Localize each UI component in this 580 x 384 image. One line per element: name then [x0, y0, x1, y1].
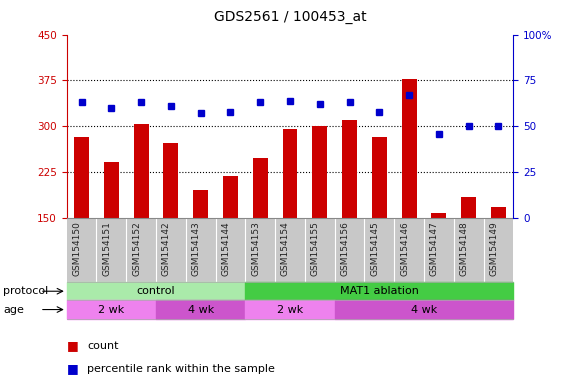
Bar: [74, 137, 89, 218]
Bar: [372, 137, 387, 218]
Text: 4 wk: 4 wk: [411, 305, 437, 314]
Text: ■: ■: [67, 339, 78, 352]
Text: 2 wk: 2 wk: [98, 305, 125, 314]
Text: GSM154152: GSM154152: [132, 221, 141, 276]
Bar: [312, 126, 327, 218]
Text: GSM154147: GSM154147: [430, 221, 439, 276]
Text: GSM154149: GSM154149: [490, 221, 498, 276]
Bar: [245, 282, 513, 300]
Text: GSM154143: GSM154143: [191, 221, 201, 276]
Text: control: control: [137, 286, 175, 296]
Bar: [282, 129, 298, 218]
Bar: [223, 176, 238, 218]
Text: GSM154146: GSM154146: [400, 221, 409, 276]
Text: protocol: protocol: [3, 286, 48, 296]
Text: age: age: [3, 305, 24, 314]
Text: GSM154156: GSM154156: [340, 221, 350, 276]
Bar: [461, 197, 476, 218]
Text: GSM154150: GSM154150: [72, 221, 82, 276]
Text: count: count: [87, 341, 118, 351]
Bar: [104, 162, 119, 218]
Text: GSM154148: GSM154148: [459, 221, 469, 276]
Bar: [491, 207, 506, 218]
Bar: [401, 79, 416, 218]
Bar: [67, 300, 156, 319]
Bar: [164, 143, 178, 218]
Bar: [245, 300, 335, 319]
Text: GSM154151: GSM154151: [102, 221, 111, 276]
Text: GSM154144: GSM154144: [222, 221, 230, 276]
Bar: [133, 124, 148, 218]
Bar: [67, 282, 245, 300]
Text: GSM154142: GSM154142: [162, 221, 171, 276]
Bar: [253, 158, 268, 218]
Text: 4 wk: 4 wk: [187, 305, 214, 314]
Text: MAT1 ablation: MAT1 ablation: [340, 286, 419, 296]
Bar: [342, 120, 357, 218]
Text: ■: ■: [67, 362, 78, 375]
Bar: [335, 300, 513, 319]
Text: GSM154153: GSM154153: [251, 221, 260, 276]
Bar: [432, 213, 446, 218]
Text: 2 wk: 2 wk: [277, 305, 303, 314]
Text: percentile rank within the sample: percentile rank within the sample: [87, 364, 275, 374]
Text: GDS2561 / 100453_at: GDS2561 / 100453_at: [213, 10, 367, 23]
Text: GSM154155: GSM154155: [311, 221, 320, 276]
Bar: [156, 300, 245, 319]
Bar: [193, 190, 208, 218]
Text: GSM154154: GSM154154: [281, 221, 290, 276]
Text: GSM154145: GSM154145: [370, 221, 379, 276]
